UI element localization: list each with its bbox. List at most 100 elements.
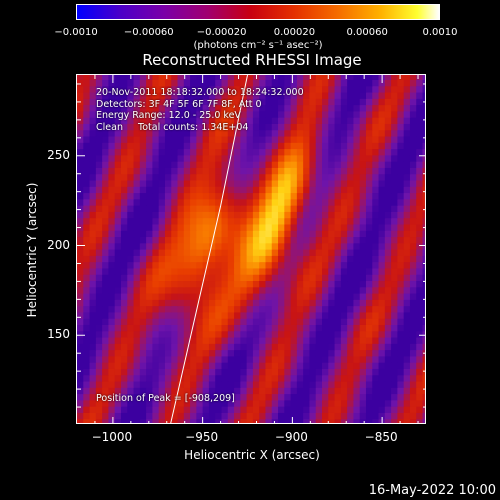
heatmap-cell — [246, 211, 254, 219]
heatmap-cell — [265, 286, 273, 294]
solar-limb-line — [170, 75, 248, 423]
heatmap-cell — [303, 92, 310, 99]
heatmap-cell — [89, 399, 97, 407]
heatmap-cell — [334, 418, 342, 423]
heatmap-cell — [303, 98, 310, 106]
heatmap-cell — [246, 198, 254, 206]
heatmap-cell — [252, 211, 260, 219]
heatmap-cell — [372, 242, 380, 250]
heatmap-cell — [378, 242, 386, 250]
heatmap-cell — [365, 104, 373, 112]
heatmap-cell — [365, 255, 373, 263]
heatmap-cell — [252, 98, 260, 106]
heatmap-cell — [152, 223, 160, 231]
heatmap-cell — [120, 205, 128, 212]
heatmap-cell — [133, 267, 141, 275]
heatmap-cell — [202, 173, 210, 181]
heatmap-cell — [146, 79, 153, 87]
heatmap-cell — [334, 136, 342, 143]
heatmap-cell — [202, 148, 210, 156]
heatmap-cell — [196, 136, 204, 143]
heatmap-cell — [164, 337, 172, 344]
heatmap-cell — [397, 337, 405, 344]
heatmap-cell — [146, 267, 153, 275]
heatmap-cell — [384, 406, 392, 413]
heatmap-cell — [284, 368, 292, 376]
heatmap-cell — [102, 110, 109, 118]
heatmap-cell — [416, 399, 424, 407]
heatmap-cell — [416, 129, 424, 137]
heatmap-cell — [296, 261, 304, 269]
heatmap-cell — [102, 161, 109, 168]
heatmap-cell — [422, 92, 425, 99]
heatmap-cell — [83, 192, 91, 200]
colorbar-tick-label: 0.00060 — [346, 27, 388, 38]
heatmap-cell — [403, 129, 411, 137]
heatmap-cell — [252, 418, 260, 423]
heatmap-cell — [409, 343, 417, 351]
heatmap-cell — [120, 305, 128, 313]
heatmap-cell — [234, 173, 241, 181]
heatmap-cell — [183, 148, 191, 156]
heatmap-cell — [372, 393, 380, 401]
heatmap-cell — [139, 374, 147, 382]
heatmap-cell — [278, 330, 285, 338]
heatmap-cell — [246, 173, 254, 181]
heatmap-cell — [334, 387, 342, 395]
heatmap-cell — [171, 387, 179, 395]
heatmap-cell — [322, 305, 329, 313]
heatmap-cell — [347, 393, 354, 401]
heatmap-cell — [278, 236, 285, 244]
heatmap-cell — [315, 205, 323, 212]
heatmap-cell — [334, 223, 342, 231]
heatmap-cell — [303, 305, 310, 313]
heatmap-cell — [171, 117, 179, 124]
heatmap-cell — [259, 406, 266, 413]
heatmap-cell — [322, 412, 329, 420]
heatmap-cell — [202, 186, 210, 194]
heatmap-cell — [422, 368, 425, 376]
heatmap-cell — [365, 85, 373, 93]
heatmap-cell — [234, 249, 241, 256]
heatmap-cell — [77, 180, 84, 187]
heatmap-cell — [315, 129, 323, 137]
heatmap-cell — [190, 98, 197, 106]
heatmap-cell — [271, 104, 279, 112]
heatmap-cell — [177, 148, 185, 156]
heatmap-cell — [391, 311, 398, 319]
heatmap-cell — [190, 261, 197, 269]
heatmap-cell — [315, 79, 323, 87]
heatmap-cell — [152, 267, 160, 275]
heatmap-cell — [340, 230, 348, 238]
heatmap-cell — [108, 274, 116, 282]
heatmap-cell — [89, 318, 97, 325]
heatmap-cell — [340, 148, 348, 156]
heatmap-cell — [190, 324, 197, 332]
heatmap-cell — [133, 104, 141, 112]
heatmap-cell — [322, 217, 329, 225]
heatmap-cell — [397, 280, 405, 288]
heatmap-cell — [171, 362, 179, 369]
heatmap-cell — [190, 167, 197, 175]
heatmap-cell — [334, 98, 342, 106]
heatmap-cell — [102, 129, 109, 137]
heatmap-cell — [322, 330, 329, 338]
heatmap-cell — [372, 299, 380, 307]
heatmap-cell — [221, 293, 229, 300]
heatmap-cell — [409, 136, 417, 143]
heatmap-cell — [95, 330, 103, 338]
heatmap-cell — [252, 337, 260, 344]
heatmap-cell — [221, 230, 229, 238]
heatmap-cell — [252, 180, 260, 187]
heatmap-cell — [378, 274, 386, 282]
heatmap-cell — [183, 192, 191, 200]
heatmap-cell — [120, 173, 128, 181]
heatmap-cell — [340, 387, 348, 395]
heatmap-cell — [378, 148, 386, 156]
heatmap-cell — [95, 110, 103, 118]
heatmap-cell — [391, 148, 398, 156]
heatmap-cell — [265, 236, 273, 244]
heatmap-cell — [328, 280, 336, 288]
heatmap-cell — [127, 299, 135, 307]
heatmap-cell — [77, 198, 84, 206]
